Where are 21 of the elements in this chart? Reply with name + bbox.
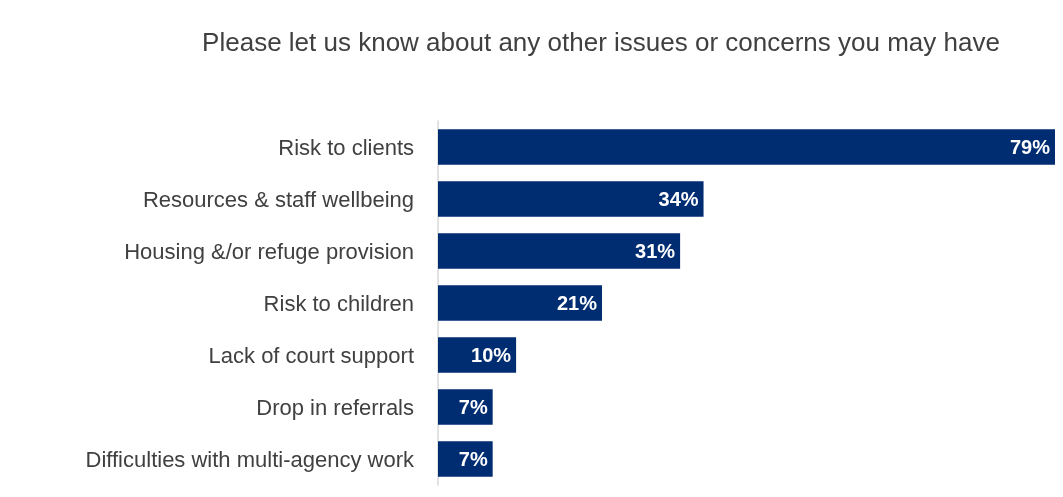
bar [438,233,681,269]
data-label: 7% [458,448,488,470]
bar [438,441,493,477]
y-tick-label: Resources & staff wellbeing [142,186,414,212]
data-label: 21% [556,292,598,314]
bar [438,181,704,217]
chart-title: Please let us know about any other issues or concerns you may have [202,27,1000,57]
y-tick-label: Housing &/or refuge provision [124,238,414,264]
data-label: 31% [635,240,676,262]
data-label: 79% [1009,136,1051,158]
y-tick-label: Risk to children [263,290,414,316]
bar [438,285,603,321]
y-tick-label: Risk to clients [278,134,414,160]
bar [438,389,493,425]
bar [438,129,1055,165]
data-label: 7% [458,396,488,418]
y-tick-label: Drop in referrals [256,394,414,420]
data-label: 34% [658,188,699,210]
data-label: 10% [471,344,512,366]
y-tick-label: Lack of court support [208,342,414,368]
y-tick-label: Difficulties with multi-agency work [85,446,415,472]
